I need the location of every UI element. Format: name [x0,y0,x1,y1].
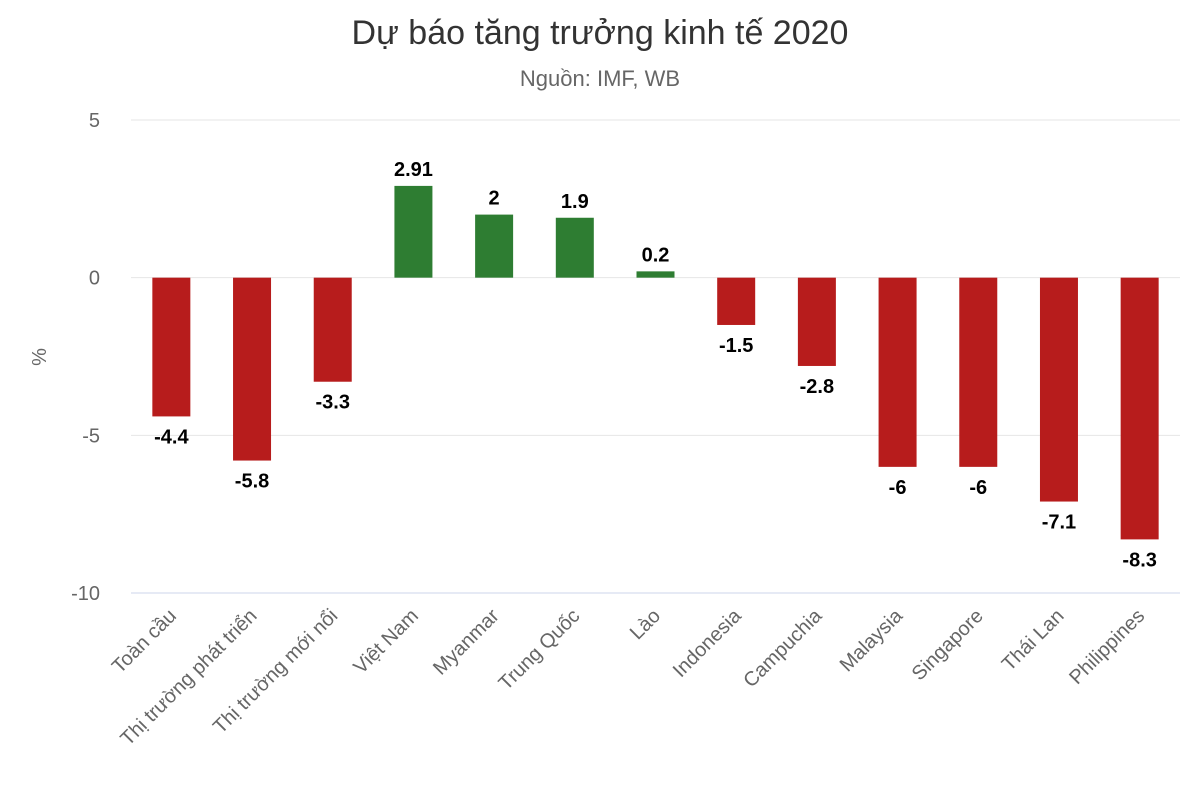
x-category-label: Myanmar [429,605,504,680]
y-tick-label: -5 [82,425,100,447]
data-label: 0.2 [642,244,670,266]
bar[interactable] [313,277,352,382]
x-category-label: Campuchia [739,604,827,692]
bar[interactable] [1120,277,1159,540]
y-tick-label: 5 [89,110,100,132]
bar[interactable] [475,214,514,278]
bar[interactable] [233,277,272,461]
data-label: -8.3 [1122,549,1156,571]
grid-layer [131,119,1180,594]
data-label: -4.4 [154,426,189,448]
bar[interactable] [1039,277,1078,502]
y-ticks-layer: 5 0 -5 -10 [71,110,100,605]
y-tick-label: 0 [89,268,100,290]
data-label: 1.9 [561,191,589,213]
x-category-label: Singapore [908,605,988,685]
x-category-label: Thái Lan [998,605,1069,676]
data-label: -2.8 [800,376,834,398]
bars-layer [152,185,1159,540]
data-label: -5.8 [235,471,269,493]
y-tick-label: -10 [71,583,100,605]
chart-subtitle: Nguồn: IMF, WB [519,66,681,91]
chart-title: Dự báo tăng trưởng kinh tế 2020 [351,14,849,52]
x-category-label: Lào [626,605,665,644]
data-label: -7.1 [1042,512,1076,534]
x-category-label: Thị trường phát triển [116,605,261,750]
bar[interactable] [878,277,917,467]
x-category-label: Trung Quốc [495,605,585,695]
data-labels-layer: -4.4 -5.8 -3.3 2.91 2 1.9 0.2 -1.5 -2.8 -6 -6 -7.1 -… [154,159,1157,571]
data-label: 2.91 [394,159,433,181]
data-label: -6 [889,477,907,499]
x-category-label: Philippines [1065,605,1149,689]
bar[interactable] [959,277,998,467]
data-label: 2 [489,188,500,210]
data-label: -1.5 [719,335,753,357]
data-label: -6 [969,477,987,499]
y-axis-title: % [29,348,51,366]
x-category-label: Malaysia [836,604,908,676]
bar[interactable] [394,185,433,278]
x-category-label: Toàn cầu [108,605,181,678]
bar[interactable] [152,277,191,417]
x-category-label: Indonesia [669,604,747,682]
bar[interactable] [636,271,675,278]
bar[interactable] [555,217,594,278]
bar[interactable] [797,277,836,366]
x-category-label: Việt Nam [349,605,422,678]
bar[interactable] [717,277,756,325]
data-label: -3.3 [315,392,349,414]
